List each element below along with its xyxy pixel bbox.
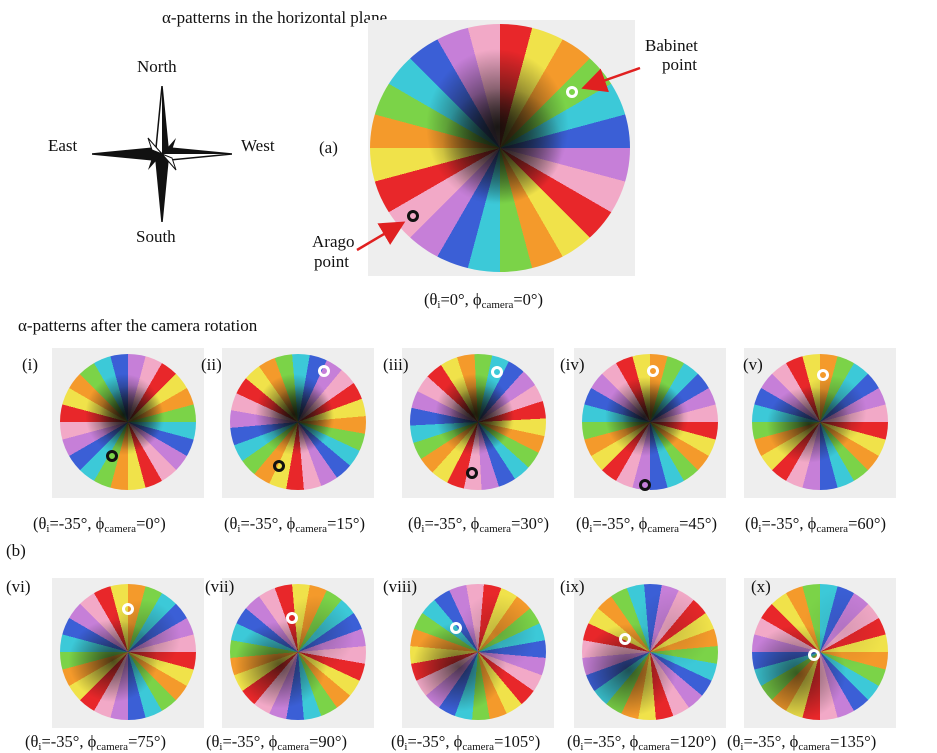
panel-label: (ix) (560, 577, 585, 596)
panel-label: (ii) (201, 355, 222, 374)
babinet-point-marker (807, 649, 820, 662)
pattern-panel-10 (744, 578, 896, 728)
babinet-point-marker (318, 364, 331, 377)
arago-label-line2: point (314, 252, 349, 271)
compass-east-label: East (48, 136, 78, 155)
compass-west-label: West (241, 136, 275, 155)
section-title-camera-rotation: α-patterns after the camera rotation (18, 316, 258, 335)
panel-caption: (θi=-35°, ϕcamera=60°) (745, 514, 886, 535)
arago-label-line1: Arago (312, 232, 355, 251)
babinet-point-marker (565, 86, 578, 99)
alpha-pattern-disc (230, 354, 366, 490)
compass-north-label: North (137, 57, 177, 76)
panel-caption: (θi=-35°, ϕcamera=0°) (33, 514, 166, 535)
pattern-panel-1 (52, 348, 204, 498)
panel-label: (iv) (560, 355, 585, 374)
pattern-panel-3 (402, 348, 554, 498)
panel-caption: (θi=-35°, ϕcamera=105°) (391, 732, 541, 753)
panel-caption: (θi=-35°, ϕcamera=45°) (576, 514, 717, 535)
pattern-panel-7 (222, 578, 374, 728)
figure-label-b: (b) (6, 541, 26, 560)
figure-label-a: (a) (319, 138, 338, 157)
arago-point-marker (106, 450, 119, 463)
babinet-label-line2: point (662, 55, 697, 74)
panel-caption: (θi=-35°, ϕcamera=15°) (224, 514, 365, 535)
panel-label: (vi) (6, 577, 31, 596)
alpha-pattern-disc (410, 584, 546, 720)
panel-label: (iii) (383, 355, 409, 374)
panel-caption: (θi=-35°, ϕcamera=75°) (25, 732, 166, 753)
panel-caption: (θi=-35°, ϕcamera=120°) (567, 732, 717, 753)
alpha-pattern-disc (60, 354, 196, 490)
panel-label: (x) (751, 577, 771, 596)
babinet-point-marker (490, 365, 503, 378)
panel-caption: (θi=-35°, ϕcamera=30°) (408, 514, 549, 535)
babinet-point-marker (817, 369, 830, 382)
main-caption: (θi=0°, ϕcamera=0°) (424, 290, 543, 311)
pattern-panel-6 (52, 578, 204, 728)
arago-point-marker (465, 467, 478, 480)
panel-label: (v) (743, 355, 763, 374)
section-title-horizontal-plane: α-patterns in the horizontal plane (162, 8, 388, 27)
panel-label: (vii) (205, 577, 235, 596)
pattern-panel-8 (402, 578, 554, 728)
arago-point-marker (406, 210, 419, 223)
compass-south-label: South (136, 227, 176, 246)
arago-point-marker (273, 459, 286, 472)
babinet-point-marker (285, 611, 298, 624)
babinet-point-marker (122, 603, 134, 616)
alpha-pattern-disc (582, 584, 718, 720)
panel-caption: (θi=-35°, ϕcamera=135°) (727, 732, 877, 753)
arago-point-marker (638, 478, 651, 491)
babinet-point-marker (450, 622, 463, 635)
panel-label: (viii) (383, 577, 417, 596)
panel-caption: (θi=-35°, ϕcamera=90°) (206, 732, 347, 753)
alpha-pattern-disc (230, 584, 366, 720)
alpha-pattern-disc (752, 584, 888, 720)
babinet-label-line1: Babinet (645, 36, 698, 55)
babinet-point-marker (618, 633, 631, 646)
babinet-point-marker (647, 364, 660, 377)
alpha-pattern-disc (410, 354, 546, 490)
alpha-pattern-disc (370, 24, 630, 272)
panel-label: (i) (22, 355, 39, 374)
pattern-panel-2 (222, 348, 374, 498)
main-pattern-panel (368, 20, 635, 276)
pattern-panel-5 (744, 348, 896, 498)
pattern-panel-9 (574, 578, 726, 728)
compass-rose-icon (92, 86, 232, 222)
